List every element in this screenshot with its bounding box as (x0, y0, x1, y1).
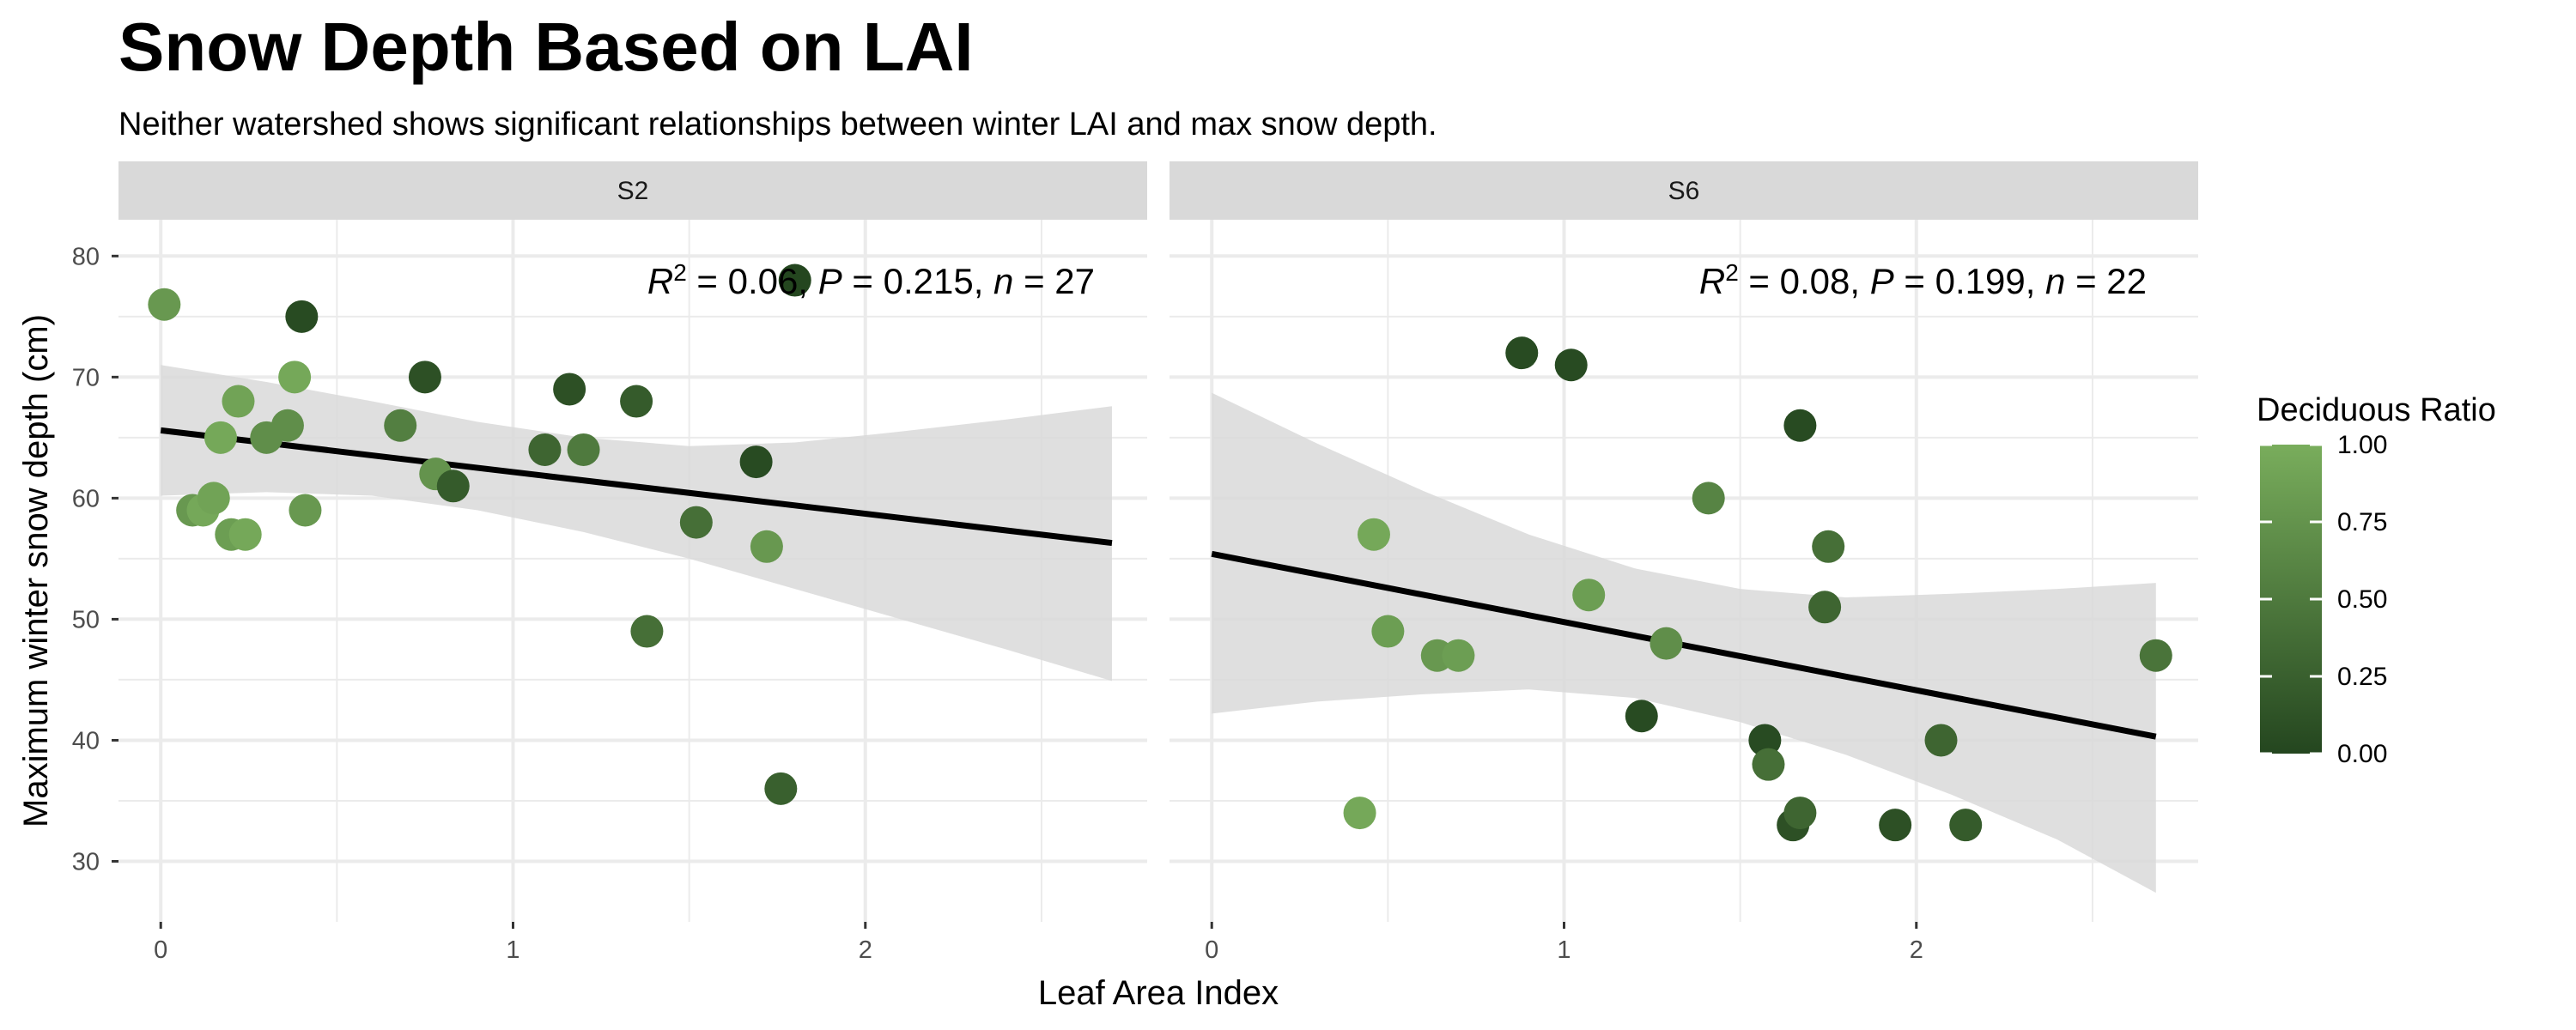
data-point (620, 385, 653, 418)
panel-s6-r2-superscript: 2 (1725, 259, 1739, 286)
panel-s6-r2-label: R (1699, 261, 1725, 301)
data-point (1783, 797, 1817, 830)
data-point (750, 530, 783, 563)
data-point (1924, 724, 1958, 757)
data-point (1812, 530, 1845, 563)
data-point (1505, 336, 1539, 370)
x-tick-label: 2 (1910, 936, 1923, 964)
panel-s2-strip-label: S2 (617, 177, 649, 205)
data-point (289, 494, 322, 527)
data-point (1371, 615, 1405, 648)
data-point (1572, 579, 1606, 612)
data-point (1357, 518, 1390, 551)
data-point (1752, 748, 1785, 781)
panel-s6-n-label: n (2045, 261, 2065, 301)
legend-tick-label: 0.50 (2337, 585, 2387, 614)
data-point (739, 445, 773, 479)
data-point (764, 772, 798, 805)
y-tick-label: 50 (72, 606, 100, 633)
panel-s2-strip (118, 161, 1147, 220)
legend: Deciduous Ratio 1.00 0.75 0.50 0.25 0.00 (2257, 392, 2496, 768)
data-point (222, 385, 255, 418)
x-tick-label: 1 (1557, 936, 1571, 964)
data-point (1783, 409, 1817, 442)
data-point (228, 518, 262, 551)
panel-s6-p-label: P (1870, 261, 1894, 301)
data-point (1879, 809, 1912, 842)
panel-s6-stats-annotation: R2 = 0.08, P = 0.199, n = 22 (1699, 259, 2147, 302)
panel-s2-p-value: = 0.215, (842, 261, 993, 301)
panel-s6-n-value: = 22 (2065, 261, 2147, 301)
data-point (567, 433, 600, 466)
regression-line (1211, 550, 2157, 740)
data-point (1442, 639, 1475, 672)
data-point (278, 360, 312, 394)
data-point (1554, 348, 1588, 382)
x-tick-label: 1 (506, 936, 519, 964)
x-axis: 0 1 2 0 1 2 (154, 922, 1923, 964)
x-axis-title: Leaf Area Index (1038, 974, 1279, 1012)
data-point (285, 300, 319, 333)
panel-s6: S6 R2 = 0.08, P = 0.199, n = 22 (1170, 161, 2198, 922)
chart-title: Snow Depth Based on LAI (118, 9, 974, 85)
x-tick-label: 2 (859, 936, 872, 964)
x-tick-label: 0 (154, 936, 167, 964)
y-tick-label: 60 (72, 485, 100, 512)
chart-subtitle: Neither watershed shows significant rela… (118, 106, 1437, 142)
legend-tick-label: 0.00 (2337, 740, 2387, 768)
data-point (528, 433, 562, 466)
panel-s6-r2-value: = 0.08, (1739, 261, 1870, 301)
legend-title: Deciduous Ratio (2257, 392, 2496, 428)
data-point (1343, 797, 1376, 830)
data-point (270, 409, 304, 442)
data-point (553, 373, 586, 406)
data-point (1692, 482, 1725, 515)
x-tick-label: 0 (1205, 936, 1218, 964)
panel-s6-strip (1170, 161, 2198, 220)
panel-s2-r2-label: R (647, 261, 673, 301)
data-point (1808, 591, 1842, 624)
data-point (1748, 724, 1782, 757)
data-point (204, 421, 237, 454)
panel-s2-stats-annotation: R2 = 0.06, P = 0.215, n = 27 (647, 259, 1095, 302)
legend-tick-label: 1.00 (2337, 431, 2387, 459)
y-tick-label: 30 (72, 848, 100, 876)
y-tick-label: 40 (72, 727, 100, 754)
data-point (1649, 627, 1683, 660)
panel-s2-p-label: P (818, 261, 842, 301)
panel-s2-n-label: n (993, 261, 1013, 301)
legend-tick-label: 0.75 (2337, 508, 2387, 536)
data-point (384, 409, 417, 442)
y-tick-label: 80 (72, 243, 100, 270)
panel-s2: S2 R2 = 0.06, P = 0.215, n = 27 (118, 161, 1147, 922)
panel-s6-p-value: = 0.199, (1894, 261, 2045, 301)
data-point (1625, 700, 1658, 733)
data-point (778, 264, 811, 297)
data-point (630, 615, 664, 648)
legend-tick-label: 0.25 (2337, 663, 2387, 691)
panel-s2-n-value: = 27 (1013, 261, 1095, 301)
y-axis-title: Maximum winter snow depth (cm) (17, 314, 55, 827)
panel-s2-r2-superscript: 2 (673, 259, 687, 286)
data-point (2139, 639, 2172, 672)
panel-s2-r2-value: = 0.06, (687, 261, 818, 301)
data-point (148, 288, 181, 321)
data-point (436, 470, 470, 503)
regression-line (160, 427, 1113, 547)
data-point (197, 482, 230, 515)
panel-s6-strip-label: S6 (1668, 177, 1700, 205)
data-point (1949, 809, 1983, 842)
data-point (679, 506, 713, 539)
confidence-ribbon (161, 365, 1112, 682)
y-tick-label: 70 (72, 364, 100, 391)
y-axis: 30 40 50 60 70 80 (72, 243, 118, 876)
data-point (408, 360, 441, 394)
